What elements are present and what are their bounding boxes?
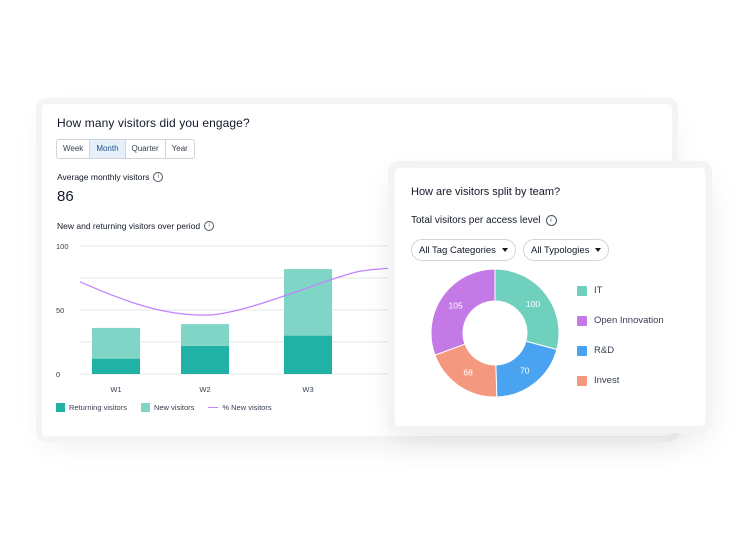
typologies-dropdown[interactable]: All Typologies [523,239,610,261]
legend-swatch-returning [56,403,65,412]
x-tick-label: W1 [110,385,121,394]
typologies-dropdown-label: All Typologies [531,244,590,256]
period-year-option[interactable]: Year [171,144,188,153]
legend-line: % New visitors [208,403,272,412]
legend-label-open-innovation: Open Innovation [594,315,664,326]
slice-it [494,268,560,351]
period-selector: Week Month Quarter Year [56,139,195,159]
legend-swatch-invest [577,375,587,386]
bar-new [92,327,140,359]
legend-open-innovation: Open Innovation [577,313,664,328]
legend-swatch-it [577,285,587,296]
tag-categories-dropdown-label: All Tag Categories [419,244,496,256]
tag-categories-dropdown[interactable]: All Tag Categories [411,239,516,261]
team-card-subtitle: Total visitors per access level [411,215,541,226]
slice-open-innovation [430,268,496,356]
period-month-option[interactable]: Month [90,140,126,158]
slice-value-label: 68 [463,368,473,378]
chart-title: New and returning visitors over period [57,221,201,231]
legend-label-returning: Returning visitors [69,403,127,412]
info-icon[interactable]: i [545,215,557,226]
legend-swatch-open-innovation [577,315,587,326]
legend-swatch-new [140,403,150,412]
x-tick-label: W2 [199,385,210,394]
legend-label-line: % New visitors [222,403,272,412]
bar-new [284,269,332,336]
chart-title-row: New and returning visitors over period i [57,221,215,231]
slice-value-label: 105 [449,301,463,311]
y-tick-label: 100 [56,242,69,251]
avg-visitors-value: 86 [57,188,74,205]
legend-it: IT [577,283,664,298]
legend-new: New visitors [140,403,195,412]
period-quarter-option[interactable]: Quarter [126,140,166,158]
donut-legend: IT Open Innovation R&D Invest [577,283,664,403]
legend-returning: Returning visitors [56,403,127,412]
legend-invest: Invest [577,373,664,388]
bar-returning [181,345,229,374]
y-tick-label: 50 [56,306,64,315]
y-tick-label: 0 [56,370,60,379]
period-week-option[interactable]: Week [57,140,91,158]
legend-label-rd: R&D [594,345,615,356]
slice-value-label: 70 [520,366,530,376]
access-level-donut-chart: 100 70 68 105 [430,268,560,398]
team-split-card: How are visitors split by team? Total vi… [395,168,705,426]
avg-visitors-label-row: Average monthly visitors i [57,172,164,182]
team-card-subtitle-row: Total visitors per access level i [411,215,557,226]
x-tick-label: W3 [302,385,313,394]
caret-down-icon [595,248,602,252]
bar-chart-legend: Returning visitors New visitors % New vi… [56,403,272,412]
visitors-bar-chart: 0 50 100 W1 W2 W3 [56,242,542,394]
avg-visitors-label: Average monthly visitors [57,172,150,182]
slice-value-label: 100 [526,299,540,309]
info-icon[interactable]: i [153,172,164,182]
caret-down-icon [501,248,508,252]
legend-label-it: IT [594,285,603,296]
visitors-card-title: How many visitors did you engage? [57,116,250,130]
bar-new [181,324,229,346]
bar-returning [284,335,332,374]
bar-returning [92,358,140,374]
legend-label-invest: Invest [594,375,620,386]
legend-swatch-line [208,407,219,408]
legend-swatch-rd [577,345,587,356]
legend-label-new: New visitors [153,403,195,412]
legend-rd: R&D [577,343,664,358]
team-card-title: How are visitors split by team? [411,186,561,198]
info-icon[interactable]: i [204,221,215,231]
